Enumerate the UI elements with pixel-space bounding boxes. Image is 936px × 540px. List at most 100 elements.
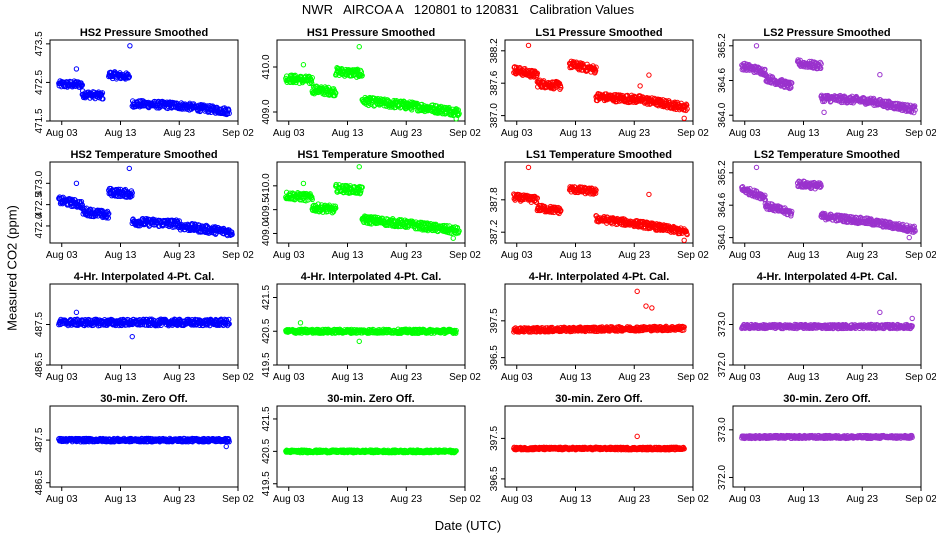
y-tick-label: 387.2 <box>489 219 500 244</box>
x-tick-label: Sep 02 <box>905 128 936 139</box>
x-axis-label: Date (UTC) <box>434 518 502 533</box>
y-tick-label: 473.5 <box>34 31 45 56</box>
data-point <box>525 42 532 49</box>
x-tick-label: Aug 13 <box>788 128 820 139</box>
data-point <box>450 235 456 241</box>
data-point <box>637 83 643 89</box>
data-point <box>789 80 795 86</box>
data-point <box>684 102 690 108</box>
x-tick-label: Aug 03 <box>273 250 305 261</box>
data-point <box>681 115 687 122</box>
x-tick-label: Aug 13 <box>788 372 820 383</box>
y-tick-label: 372.0 <box>717 352 728 377</box>
data-point <box>753 164 760 171</box>
x-tick-label: Aug 23 <box>618 250 650 261</box>
x-tick-label: Sep 02 <box>677 372 709 383</box>
x-tick-label: Aug 23 <box>846 250 878 261</box>
y-tick-label: 486.5 <box>34 352 45 377</box>
data-point <box>634 288 640 295</box>
data-point <box>226 110 232 117</box>
x-tick-label: Aug 23 <box>846 128 878 139</box>
x-tick-label: Aug 13 <box>332 128 364 139</box>
data-point <box>332 92 338 99</box>
y-tick-label: 421.5 <box>261 285 272 310</box>
y-tick-label: 387.6 <box>489 70 500 95</box>
data-point <box>127 43 133 49</box>
data-point <box>818 61 824 67</box>
y-tick-label: 364.0 <box>717 102 728 127</box>
y-tick-label: 364.6 <box>717 68 728 93</box>
data-point <box>821 109 827 116</box>
x-tick-label: Sep 02 <box>677 250 709 261</box>
data-point <box>106 210 112 217</box>
data-point <box>576 66 582 73</box>
x-tick-label: Aug 23 <box>390 250 422 261</box>
data-point <box>534 70 541 76</box>
x-tick-label: Sep 02 <box>222 128 254 139</box>
data-point <box>684 106 690 112</box>
x-tick-label: Aug 23 <box>163 372 195 383</box>
data-point <box>912 107 918 113</box>
plot-frame <box>49 161 239 244</box>
x-tick-label: Aug 23 <box>163 250 195 261</box>
y-tick-label: 487.5 <box>34 312 45 337</box>
data-point <box>456 110 462 117</box>
data-point <box>129 333 135 340</box>
panel-title: 4-Hr. Interpolated 4-Pt. Cal. <box>74 271 215 283</box>
y-tick-label: 409.0 <box>261 99 272 124</box>
y-tick-label: 420.5 <box>261 318 272 343</box>
panel-title: 4-Hr. Interpolated 4-Pt. Cal. <box>757 271 898 283</box>
data-point <box>356 44 362 50</box>
x-tick-label: Aug 03 <box>729 128 761 139</box>
x-tick-label: Aug 23 <box>846 372 878 383</box>
y-tick-label: 387.0 <box>489 103 500 128</box>
x-tick-label: Aug 23 <box>618 372 650 383</box>
data-point <box>333 90 339 96</box>
x-tick-label: Aug 23 <box>390 372 422 383</box>
data-point <box>643 303 649 309</box>
data-point <box>356 338 362 345</box>
panel-title: HS2 Temperature Smoothed <box>70 149 217 161</box>
x-tick-label: Aug 03 <box>46 372 78 383</box>
x-tick-label: Aug 13 <box>332 372 364 383</box>
data-point <box>525 164 532 171</box>
y-tick-label: 365.2 <box>717 33 728 58</box>
panel-title: LS2 Pressure Smoothed <box>763 27 890 39</box>
data-point <box>753 43 760 49</box>
data-point <box>79 82 86 88</box>
y-tick-label: 472.0 <box>34 213 45 238</box>
data-point <box>126 165 133 172</box>
data-point <box>681 237 687 244</box>
data-point <box>73 180 80 187</box>
data-point <box>126 74 133 80</box>
x-tick-label: Sep 02 <box>449 372 481 383</box>
y-tick-label: 472.5 <box>34 192 45 217</box>
x-tick-label: Aug 13 <box>105 250 137 261</box>
y-tick-label: 387.8 <box>489 187 500 212</box>
y-tick-label: 472.5 <box>34 69 45 94</box>
data-point <box>73 66 80 72</box>
y-tick-label: 409.5 <box>261 197 272 222</box>
x-tick-label: Aug 03 <box>273 128 305 139</box>
data-point <box>99 90 106 96</box>
plot-frame <box>504 39 694 122</box>
data-point <box>911 109 917 116</box>
data-point <box>100 96 106 102</box>
y-tick-label: 364.6 <box>717 192 728 217</box>
x-tick-label: Aug 13 <box>332 250 364 261</box>
y-tick-label: 373.0 <box>717 312 728 337</box>
data-point <box>300 180 307 187</box>
x-tick-label: Aug 03 <box>729 250 761 261</box>
x-tick-label: Aug 13 <box>105 372 137 383</box>
panel-title: HS1 Pressure Smoothed <box>307 27 435 39</box>
data-point <box>906 234 912 241</box>
x-tick-label: Aug 03 <box>46 250 78 261</box>
x-tick-label: Aug 03 <box>501 372 533 383</box>
x-tick-label: Aug 03 <box>273 372 305 383</box>
data-point <box>558 84 564 91</box>
x-tick-label: Aug 23 <box>618 128 650 139</box>
panel-title: LS2 Temperature Smoothed <box>754 149 900 161</box>
y-tick-label: 397.5 <box>489 308 500 333</box>
data-point <box>646 72 652 78</box>
